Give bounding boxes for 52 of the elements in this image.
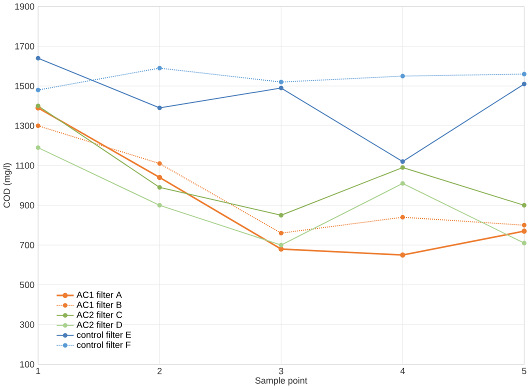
point: [400, 215, 405, 220]
legend-label: AC2 filter C: [76, 311, 122, 318]
point: [400, 159, 405, 164]
point: [522, 222, 526, 228]
point: [157, 161, 162, 166]
point: [278, 213, 284, 218]
point: [157, 174, 162, 180]
y-tick-label: 1500: [15, 82, 34, 90]
y-tick-label: 700: [20, 242, 34, 248]
point: [522, 240, 526, 246]
legend-label: AC1 filter B: [76, 301, 122, 308]
y-tick-label: 500: [20, 282, 34, 288]
y-tick-label: 1300: [15, 122, 34, 130]
x-tick-label: 4: [400, 368, 405, 374]
point: [36, 145, 40, 150]
y-tick-label: 1900: [15, 3, 34, 10]
point: [157, 106, 162, 110]
y-tick-label: 900: [20, 202, 34, 209]
point: [278, 80, 284, 84]
point: [522, 82, 526, 86]
point: [36, 124, 40, 128]
point: [157, 66, 162, 71]
point: [400, 181, 405, 186]
x-axis-title: Sample point: [255, 377, 308, 386]
y-axis-title: COD (mg/l): [3, 163, 12, 208]
legend-label: control filter E: [76, 332, 132, 338]
point: [36, 104, 40, 108]
point: [278, 230, 284, 236]
point: [522, 72, 526, 76]
y-tick-label: 1100: [16, 162, 34, 169]
point: [278, 86, 284, 90]
y-tick-label: 1700: [15, 43, 34, 50]
point: [278, 242, 284, 248]
legend-label: AC2 filter D: [76, 322, 122, 328]
point: [400, 252, 406, 258]
point: [400, 165, 405, 170]
legend-label: AC1 filter A: [76, 291, 122, 298]
y-tick-label: 100: [20, 361, 34, 368]
point: [400, 74, 405, 78]
point: [522, 228, 527, 234]
y-tick-label: 300: [20, 321, 34, 328]
point: [278, 246, 284, 252]
point: [36, 88, 40, 92]
x-tick-label: 5: [522, 368, 526, 374]
x-tick-label: 2: [158, 368, 162, 374]
x-tick-label: 1: [36, 368, 40, 374]
x-tick-label: 3: [278, 368, 284, 374]
point: [522, 203, 526, 208]
point: [36, 56, 40, 61]
point: [157, 185, 162, 190]
legend-label: control filter F: [76, 342, 131, 348]
point: [157, 203, 162, 208]
